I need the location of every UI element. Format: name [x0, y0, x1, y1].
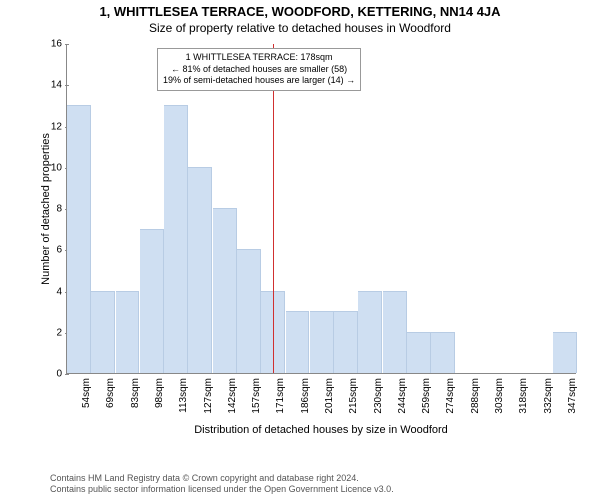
- bar: [407, 332, 431, 373]
- y-tick-label: 4: [50, 286, 62, 297]
- bar: [164, 105, 188, 373]
- chart-area: Number of detached properties 0246810121…: [50, 44, 580, 424]
- bar: [188, 167, 212, 373]
- footer-line2: Contains public sector information licen…: [50, 484, 394, 496]
- reference-line: [273, 44, 274, 373]
- x-tick-label: 230sqm: [373, 378, 384, 414]
- subtitle: Size of property relative to detached ho…: [0, 19, 600, 35]
- x-tick-label: 274sqm: [445, 378, 456, 414]
- y-tick-label: 16: [50, 39, 62, 50]
- x-tick-label: 332sqm: [543, 378, 554, 414]
- x-tick-label: 157sqm: [251, 378, 262, 414]
- y-tick-label: 14: [50, 80, 62, 91]
- x-tick-label: 201sqm: [324, 378, 335, 414]
- bar: [67, 105, 91, 373]
- y-tick-label: 12: [50, 121, 62, 132]
- y-tick-label: 10: [50, 162, 62, 173]
- bar: [140, 229, 164, 373]
- x-tick-label: 142sqm: [227, 378, 238, 414]
- x-tick-label: 288sqm: [470, 378, 481, 414]
- y-tick-label: 8: [50, 204, 62, 215]
- bar: [237, 249, 261, 373]
- x-tick-label: 347sqm: [567, 378, 578, 414]
- bar: [213, 208, 237, 373]
- x-tick-label: 259sqm: [421, 378, 432, 414]
- x-tick-label: 171sqm: [275, 378, 286, 414]
- footer-line1: Contains HM Land Registry data © Crown c…: [50, 473, 394, 485]
- x-tick-label: 113sqm: [178, 378, 189, 413]
- bar: [383, 291, 407, 374]
- y-tick-label: 6: [50, 245, 62, 256]
- bar: [358, 291, 382, 374]
- footer-attribution: Contains HM Land Registry data © Crown c…: [50, 473, 394, 496]
- plot-area: 1 WHITTLESEA TERRACE: 178sqm ← 81% of de…: [66, 44, 576, 374]
- x-axis-label: Distribution of detached houses by size …: [66, 424, 576, 436]
- x-tick-label: 69sqm: [105, 378, 116, 408]
- bar: [310, 311, 334, 373]
- x-tick-label: 186sqm: [300, 378, 311, 414]
- bar: [286, 311, 310, 373]
- x-tick-label: 83sqm: [130, 378, 141, 408]
- bar: [553, 332, 577, 373]
- y-tick-label: 0: [50, 369, 62, 380]
- annot-line2: ← 81% of detached houses are smaller (58…: [163, 64, 355, 76]
- bar: [431, 332, 455, 373]
- bar: [91, 291, 115, 374]
- title: 1, WHITTLESEA TERRACE, WOODFORD, KETTERI…: [0, 0, 600, 19]
- x-tick-label: 127sqm: [203, 378, 214, 414]
- y-tick-label: 2: [50, 327, 62, 338]
- x-tick-label: 54sqm: [81, 378, 92, 408]
- annot-line3: 19% of semi-detached houses are larger (…: [163, 75, 355, 87]
- x-tick-label: 303sqm: [494, 378, 505, 414]
- x-tick-label: 215sqm: [348, 378, 359, 414]
- annot-line1: 1 WHITTLESEA TERRACE: 178sqm: [163, 52, 355, 64]
- x-tick-label: 244sqm: [397, 378, 408, 414]
- bar: [334, 311, 358, 373]
- x-tick-label: 318sqm: [518, 378, 529, 414]
- x-tick-label: 98sqm: [154, 378, 165, 408]
- annotation-box: 1 WHITTLESEA TERRACE: 178sqm ← 81% of de…: [157, 48, 361, 91]
- bar: [116, 291, 140, 374]
